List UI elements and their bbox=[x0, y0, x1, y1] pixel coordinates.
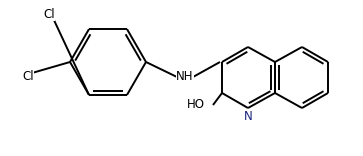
Text: Cl: Cl bbox=[43, 7, 54, 20]
Text: HO: HO bbox=[187, 98, 205, 112]
Text: NH: NH bbox=[176, 71, 194, 83]
Text: N: N bbox=[244, 110, 252, 122]
Text: Cl: Cl bbox=[22, 70, 34, 83]
